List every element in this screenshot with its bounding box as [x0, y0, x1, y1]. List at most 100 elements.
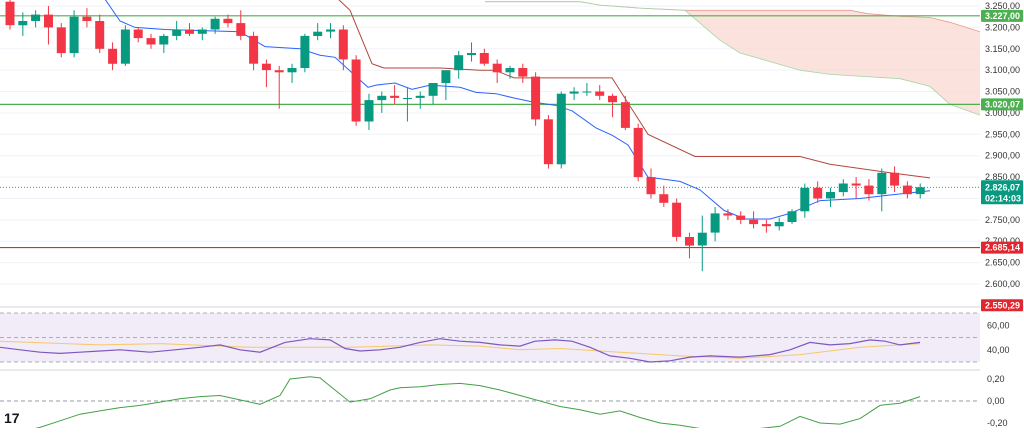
candle [18, 12, 28, 36]
candle [595, 85, 605, 101]
candle [313, 23, 323, 41]
rsi-tick-label: 40,00 [987, 345, 1010, 355]
osc-tick-label: 0,00 [987, 396, 1005, 406]
candle-body [300, 35, 310, 68]
candle-body [569, 91, 579, 94]
candle-body [261, 63, 271, 71]
candle-body [736, 215, 746, 220]
candle-body [428, 83, 438, 96]
candle [56, 23, 66, 58]
candle [5, 0, 15, 30]
low-tag: 2.550,29 [981, 299, 1023, 312]
candle-body [56, 27, 66, 54]
candle-body [402, 98, 412, 99]
candle-body [249, 35, 259, 64]
candle [185, 23, 194, 36]
candle [813, 181, 823, 203]
candle [915, 183, 925, 199]
candle-body [800, 187, 810, 212]
rsi-panel [0, 306, 1024, 363]
level-tag: 3.227,00 [981, 9, 1023, 22]
candle-body [326, 29, 335, 32]
candle [326, 23, 335, 39]
oscillator-line [16, 376, 921, 433]
price-tick-label: 3.250,00 [985, 1, 1020, 11]
price-tick-label: 2.600,00 [985, 279, 1020, 289]
level-tag-bg [981, 98, 1023, 111]
candle-body [518, 68, 528, 77]
logo: 17 [4, 410, 20, 426]
candle-body [313, 31, 323, 36]
osc-tick-label: 0,20 [987, 374, 1005, 384]
candle [531, 72, 541, 126]
price-tick-label: 2.650,00 [985, 258, 1020, 268]
oscillator-panel [0, 369, 1024, 433]
candle [864, 179, 874, 201]
candle [736, 211, 746, 225]
candle [197, 27, 207, 41]
candle-body [223, 18, 233, 24]
candle [608, 93, 617, 118]
candle [800, 183, 810, 218]
candle [672, 198, 682, 242]
candle [69, 10, 79, 58]
candle [556, 91, 566, 169]
candle-body [646, 177, 656, 195]
candle [543, 115, 553, 169]
candle [479, 48, 489, 66]
price-tick-label: 3.000,00 [985, 108, 1020, 118]
candle [236, 10, 246, 41]
candle [249, 31, 259, 71]
candle [82, 8, 92, 28]
price-tick-label: 2.950,00 [985, 129, 1020, 139]
price-tick-label: 3.100,00 [985, 65, 1020, 75]
candle [505, 65, 515, 79]
cloud-area [485, 1, 1024, 131]
candle-body [415, 95, 425, 98]
candle [95, 14, 105, 54]
candle-body [890, 172, 900, 186]
kijun-line [338, 0, 931, 179]
candle [902, 181, 912, 199]
candle [390, 85, 400, 105]
candle-body [877, 172, 887, 195]
candle-body [197, 29, 207, 34]
candle [300, 33, 310, 73]
candle [133, 27, 143, 43]
candle-body [441, 70, 451, 83]
candle-body [582, 91, 592, 93]
candle-body [364, 100, 374, 122]
candle [877, 168, 887, 212]
candle-body [595, 91, 605, 96]
candle-body [492, 63, 502, 73]
candle-body [710, 213, 720, 233]
candle-body [172, 29, 182, 36]
current-price-value: 2.826,07 [985, 182, 1020, 192]
candle [646, 168, 656, 199]
price-tick-label: 3.200,00 [985, 22, 1020, 32]
candle-body [902, 185, 912, 195]
tradingview-logo: 17 [4, 410, 20, 426]
candle [633, 123, 643, 182]
candle-body [813, 187, 823, 199]
candle-body [467, 53, 476, 56]
candle-body [454, 55, 464, 71]
candle [351, 55, 361, 126]
candle-body [672, 202, 682, 237]
low-tag-bg [981, 299, 1023, 312]
price-tick-label: 2.750,00 [985, 215, 1020, 225]
candle-body [185, 29, 194, 34]
candle-body [120, 29, 130, 64]
candle [287, 63, 297, 83]
candle-body [274, 70, 284, 73]
current-price-tag-bg [981, 180, 1023, 205]
candle-body [82, 16, 92, 21]
candle-body [620, 102, 630, 128]
candle [274, 65, 284, 109]
candle [838, 179, 848, 197]
candle-body [69, 16, 79, 54]
candle-body [556, 93, 566, 165]
